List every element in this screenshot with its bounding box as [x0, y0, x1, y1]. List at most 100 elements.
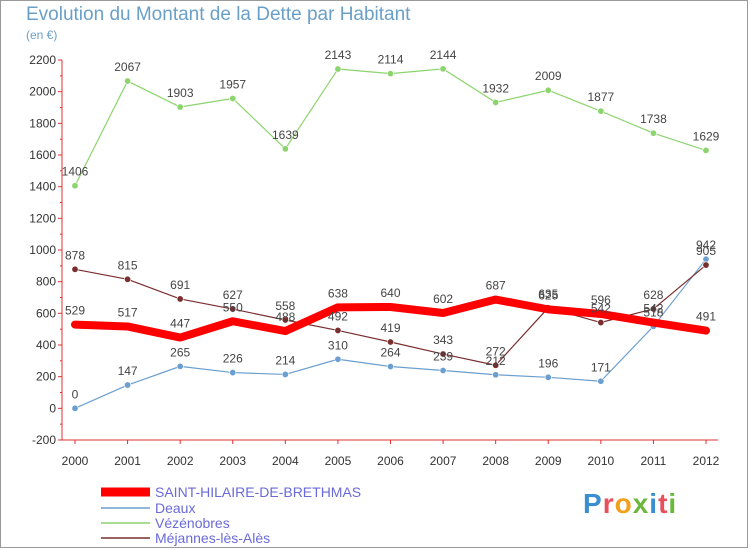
data-point	[386, 363, 394, 371]
data-point	[71, 404, 79, 412]
data-point	[544, 373, 552, 381]
data-label: 239	[433, 349, 453, 363]
x-tick-label: 2010	[587, 454, 614, 468]
data-label: 0	[72, 387, 79, 401]
data-point	[281, 316, 289, 324]
data-label: 640	[380, 286, 400, 300]
data-point	[334, 326, 342, 334]
data-point	[597, 319, 605, 327]
data-label: 558	[275, 299, 295, 313]
y-tick-label: 200	[36, 370, 56, 384]
series-layer	[71, 65, 710, 412]
y-tick-label: 600	[36, 306, 56, 320]
data-point	[492, 371, 500, 379]
y-tick-label: 400	[36, 338, 56, 352]
data-label: 635	[538, 287, 558, 301]
y-tick-label: 1800	[29, 116, 56, 130]
legend-label: Deaux	[155, 500, 195, 516]
data-point	[176, 295, 184, 303]
data-point	[229, 369, 237, 377]
series-line	[71, 295, 710, 342]
data-label: 1406	[62, 165, 89, 179]
data-label: 226	[223, 352, 243, 366]
data-label: 542	[643, 302, 663, 316]
data-label: 2067	[114, 60, 141, 74]
data-label: 815	[118, 258, 138, 272]
data-label: 488	[275, 310, 295, 324]
data-label: 447	[170, 317, 190, 331]
data-point	[386, 338, 394, 346]
data-point	[439, 366, 447, 374]
axes: -200 0 200 400 600 800 1000 1200 1400 1600 1800 200…	[29, 53, 719, 468]
x-tick-label: 2004	[272, 454, 299, 468]
y-tick-label: 800	[36, 275, 56, 289]
data-label: 542	[591, 302, 611, 316]
data-point	[702, 146, 710, 154]
y-tick-label: 1400	[29, 180, 56, 194]
data-label: 265	[170, 345, 190, 359]
y-tick-label: -200	[32, 433, 56, 447]
x-tick-label: 2007	[430, 454, 457, 468]
series-3	[71, 65, 710, 190]
data-label: 214	[275, 353, 295, 367]
y-tick-label: 2000	[29, 85, 56, 99]
data-label: 343	[433, 333, 453, 347]
y-tick-label: 1600	[29, 148, 56, 162]
data-point	[439, 350, 447, 358]
x-tick-label: 2012	[693, 454, 720, 468]
data-label: 1957	[219, 77, 246, 91]
data-label: 492	[328, 309, 348, 323]
data-label: 491	[696, 310, 716, 324]
y-tick-label: 1200	[29, 211, 56, 225]
data-point	[702, 261, 710, 269]
data-label: 264	[380, 346, 400, 360]
data-point	[176, 362, 184, 370]
data-label: 272	[486, 344, 506, 358]
data-point	[71, 265, 79, 273]
x-tick-label: 2009	[535, 454, 562, 468]
x-tick-label: 2006	[377, 454, 404, 468]
data-point	[334, 65, 342, 73]
data-point	[492, 361, 500, 369]
data-point	[124, 77, 132, 85]
data-label: 550	[223, 300, 243, 314]
data-point	[229, 305, 237, 313]
y-tick-label: 2200	[29, 53, 56, 67]
data-label: 1932	[482, 81, 509, 95]
chart-title: Evolution du Montant de la Dette par Hab…	[26, 4, 411, 25]
data-point	[124, 381, 132, 389]
x-tick-label: 2000	[62, 454, 89, 468]
data-label: 310	[328, 338, 348, 352]
data-point	[229, 94, 237, 102]
data-label: 1877	[587, 90, 614, 104]
data-label: 625	[538, 288, 558, 302]
data-label: 602	[433, 292, 453, 306]
data-label: 2144	[430, 48, 457, 62]
data-label: 518	[643, 305, 663, 319]
data-point	[386, 70, 394, 78]
data-label: 171	[591, 360, 611, 374]
x-tick-label: 2005	[325, 454, 352, 468]
data-point	[281, 145, 289, 153]
legend: SAINT-HILAIRE-DE-BRETHMASDeauxVézénobres…	[101, 484, 361, 546]
y-tick-label: 1000	[29, 243, 56, 257]
data-label: 529	[65, 304, 85, 318]
data-label: 196	[538, 356, 558, 370]
data-point	[597, 107, 605, 115]
x-tick-label: 2008	[482, 454, 509, 468]
series-4	[71, 261, 710, 369]
y-tick-label: 0	[49, 401, 56, 415]
data-point	[544, 86, 552, 94]
data-label: 419	[380, 321, 400, 335]
proxiti-logo: Proxiti	[583, 488, 678, 519]
data-point	[124, 275, 132, 283]
x-tick-label: 2002	[167, 454, 194, 468]
data-label: 596	[591, 293, 611, 307]
legend-label: Vézénobres	[155, 515, 230, 531]
data-label: 147	[118, 364, 138, 378]
data-label: 1639	[272, 128, 299, 142]
data-point	[176, 103, 184, 111]
